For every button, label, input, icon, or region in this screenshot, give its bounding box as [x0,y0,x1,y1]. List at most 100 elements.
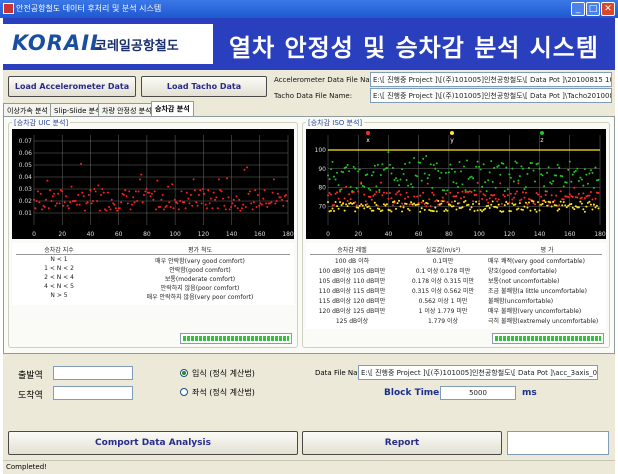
iso-point-z [337,184,340,187]
block-time-label: Block Time : [384,388,447,398]
iso-point-z [345,166,348,169]
iso-point-z [576,167,579,170]
tab-vehicle-stability[interactable]: 차량 안정성 분석 [98,103,156,116]
iso-point-x [573,186,576,189]
report-button[interactable]: Report [302,431,502,455]
iso-point-x [496,200,499,203]
iso-point-z [565,181,568,184]
iso-point-z [452,181,455,184]
standing-radio[interactable] [180,369,188,377]
iso-point-z [449,163,452,166]
uic-point-series [106,191,109,194]
uic-row-index: N < 1 [50,256,68,263]
uic-row-scale: 안락하지 않음(poor comfort) [160,285,240,292]
iso-point-z [577,179,580,182]
iso-point-z [571,173,574,176]
uic-y-tick: 0.02 [19,198,33,205]
iso-point-x [467,190,470,193]
iso-point-x [463,196,465,199]
iso-point-z [372,171,375,174]
iso-marker-x [366,131,370,135]
iso-point-z [534,180,537,183]
status-text: Completed! [6,463,47,471]
iso-point-z [443,189,446,192]
uic-point-series [264,202,267,205]
iso-row-rms: 1.779 이상 [427,318,459,325]
iso-point-z [342,171,345,174]
iso-point-z [352,165,355,168]
data-file-field[interactable]: E:\[ 진행중 Project ]\[(주)101005]인천공항철도\[ D… [358,365,598,380]
uic-point-series [236,207,239,210]
iso-point-y [407,207,410,210]
uic-point-series [75,203,78,206]
iso-point-z [546,171,549,174]
iso-point-y [354,210,357,213]
iso-point-x [595,191,598,194]
iso-point-z [556,163,559,166]
block-time-input[interactable]: 5000 [440,386,516,400]
iso-point-z [568,160,571,163]
iso-point-y [591,208,594,211]
iso-point-z [435,162,438,165]
iso-point-y [567,204,570,207]
iso-point-z [404,162,407,165]
iso-point-x [580,196,583,199]
iso-point-z [381,163,384,166]
uic-point-series [74,200,77,202]
uic-point-series [192,178,195,181]
accel-file-field[interactable]: E:\[ 진행중 Project ]\[(주)101005]인천공항철도\[ D… [370,72,612,87]
iso-point-z [579,176,582,179]
iso-point-z [482,163,485,166]
uic-point-series [286,200,289,202]
iso-point-y [505,201,508,204]
iso-point-y [360,203,363,206]
iso-point-z [416,175,419,178]
maximize-button[interactable]: □ [586,2,600,16]
close-button[interactable]: ✕ [601,2,615,16]
uic-point-series [34,207,37,210]
iso-point-z [407,184,410,187]
iso-point-y [585,205,588,208]
tacho-file-field[interactable]: E:\[ 진행중 Project ]\[(주)101005]인천공항철도\[ D… [370,88,612,103]
seated-radio[interactable] [180,388,188,396]
uic-point-series [141,201,144,204]
minimize-button[interactable]: _ [571,2,585,16]
uic-point-series [50,200,53,202]
uic-row-scale: 안락함(good comfort) [169,267,231,274]
iso-scale-table: 승차감 레벨 실효값(m/s²) 평 가 100 dB 이하 0.1미만 매우 쾌적… [306,243,606,329]
uic-point-series [165,204,168,207]
iso-point-x [419,194,422,197]
iso-point-y [586,201,589,204]
uic-point-series [217,178,220,181]
arrival-input[interactable] [53,386,133,400]
uic-point-series [122,194,125,196]
seated-radio-label: 좌석 (정식 계산법) [192,388,255,397]
tab-abnormal-accel[interactable]: 이상가속 분석 [3,103,52,116]
uic-point-series [120,201,123,204]
uic-point-series [196,204,199,207]
iso-row-rms: 0.562 이상 1 미만 [418,298,468,305]
iso-point-z [446,189,449,192]
iso-point-y [384,204,387,207]
departure-input[interactable] [53,366,133,380]
iso-point-y [388,209,391,212]
iso-point-z [408,161,411,164]
iso-point-x [556,204,559,207]
uic-point-series [59,189,62,192]
iso-point-z [511,167,514,170]
output-field[interactable] [507,431,609,455]
iso-point-y [420,207,423,210]
uic-point-series [238,198,241,201]
iso-row-level: 110 dB이상 115 dB미만 [318,288,386,295]
iso-point-y [447,203,450,206]
load-tacho-button[interactable]: Load Tacho Data [141,76,267,97]
iso-point-x [334,192,337,195]
iso-point-z [420,179,423,182]
iso-row-eval: 매우 불쾌함(very uncomfortable) [488,308,582,315]
comport-analysis-button[interactable]: Comport Data Analysis [8,431,298,455]
load-accelerometer-button[interactable]: Load Accelerometer Data [8,76,136,97]
tab-ride-comfort[interactable]: 승차감 분석 [151,101,194,116]
uic-point-series [283,195,286,198]
iso-point-z [521,167,524,170]
iso-point-y [369,207,372,210]
